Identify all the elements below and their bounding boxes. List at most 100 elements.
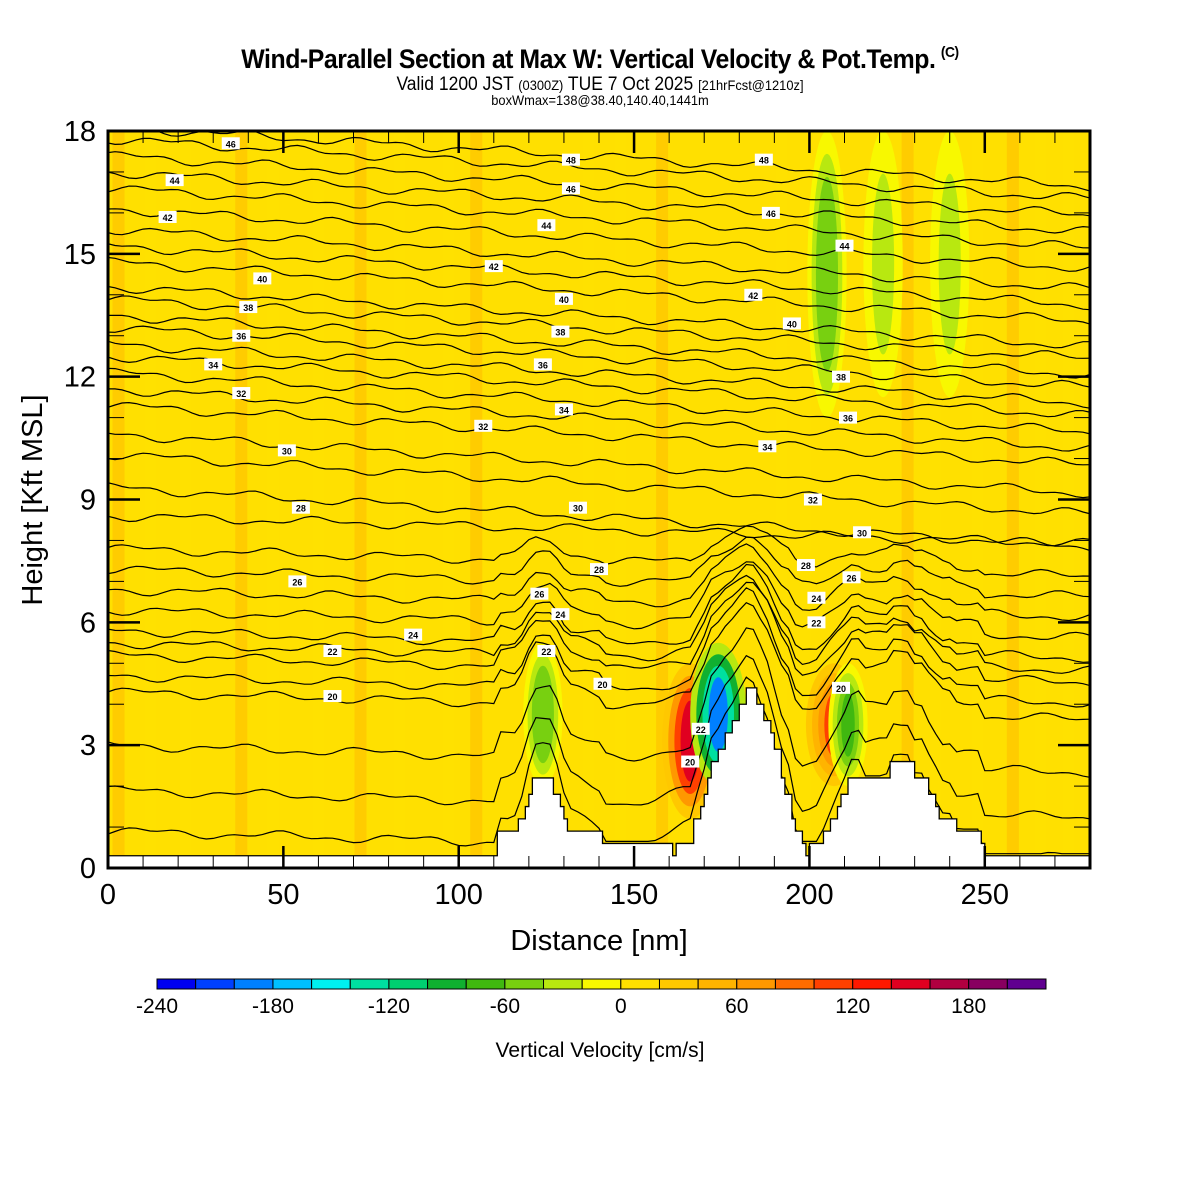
colorbar-tick-label: 0 xyxy=(615,995,627,1018)
contour-label-bg xyxy=(803,493,822,506)
theta-contour-line xyxy=(108,151,1090,217)
contour-label-text: 46 xyxy=(566,184,576,194)
contour-label-text: 38 xyxy=(836,373,846,383)
contour-label: 24 xyxy=(404,628,423,641)
contour-label: 20 xyxy=(323,690,342,703)
contour-label: 22 xyxy=(691,722,710,735)
y-tick-label: 15 xyxy=(64,239,96,271)
contour-label-bg xyxy=(807,616,826,629)
contour-label: 44 xyxy=(165,174,184,187)
weak-updraft-streak xyxy=(971,131,984,868)
contour-label-text: 44 xyxy=(839,242,849,252)
contour-label-bg xyxy=(754,153,773,166)
colorbar-tick-label: -240 xyxy=(136,995,178,1018)
y-tick-label: 9 xyxy=(80,485,96,517)
contour-label-bg xyxy=(537,219,556,232)
y-tick-label: 3 xyxy=(80,730,96,762)
contour-label-bg xyxy=(835,239,854,252)
velocity-feature xyxy=(942,194,957,334)
contour-label-text: 34 xyxy=(762,442,772,452)
x-tick-label: 0 xyxy=(100,879,116,911)
contour-label-bg xyxy=(554,292,573,305)
theta-contour-line xyxy=(108,325,1090,388)
contour-label: 20 xyxy=(593,677,612,690)
contour-label-text: 32 xyxy=(236,389,246,399)
colorbar-swatch xyxy=(465,978,506,990)
theta-contour-line xyxy=(108,171,1090,234)
theta-contour-line xyxy=(108,256,1090,325)
velocity-feature xyxy=(841,692,855,757)
contour-label-bg xyxy=(253,272,272,285)
theta-contour-line xyxy=(108,295,1090,359)
contour-label: 40 xyxy=(782,317,801,330)
contour-label: 24 xyxy=(807,591,826,604)
contour-label: 44 xyxy=(537,219,556,232)
contour-label-text: 20 xyxy=(685,758,695,768)
colorbar-swatch xyxy=(697,978,738,990)
theta-contour-line xyxy=(108,388,1090,452)
contour-label-bg xyxy=(761,206,780,219)
colorbar-swatch xyxy=(968,978,1008,990)
colorbar-swatch xyxy=(813,978,854,990)
contour-label: 28 xyxy=(796,559,815,572)
colorbar-swatch xyxy=(427,978,467,990)
contour-label-bg xyxy=(691,722,710,735)
valid-time: Valid 1200 JST xyxy=(396,74,514,95)
x-tick-label: 50 xyxy=(267,879,299,911)
theta-contour-line xyxy=(108,137,1090,200)
valid-utc: (0300Z) xyxy=(518,77,564,93)
contour-label: 42 xyxy=(744,288,763,301)
contour-label-text: 42 xyxy=(163,213,173,223)
contour-label-text: 22 xyxy=(696,725,706,735)
weak-updraft-streak xyxy=(614,131,627,868)
contour-label: 42 xyxy=(484,260,503,273)
theta-contour-line xyxy=(108,536,1090,599)
weak-updraft-streak xyxy=(901,131,914,868)
contour-label-bg xyxy=(404,628,423,641)
colorbar-swatch xyxy=(543,978,583,990)
contour-label: 46 xyxy=(761,206,780,219)
colorbar-swatch xyxy=(195,978,235,990)
contour-label-text: 28 xyxy=(801,561,811,571)
contour-label-bg xyxy=(593,677,612,690)
contour-label-bg xyxy=(484,260,503,273)
weak-updraft-streak xyxy=(235,131,248,868)
contour-label-text: 24 xyxy=(408,631,418,641)
contour-label-bg xyxy=(232,329,251,342)
contour-label-text: 26 xyxy=(847,573,857,583)
colorbar-swatch xyxy=(504,978,545,990)
colorbar-swatch xyxy=(658,978,699,990)
contour-label: 28 xyxy=(291,501,310,514)
theta-contour-line xyxy=(108,285,1090,349)
x-tick-label: 250 xyxy=(961,879,1009,911)
weak-updraft-streak xyxy=(1034,131,1047,868)
contour-label-bg xyxy=(831,370,850,383)
theta-contour-line xyxy=(108,627,1090,778)
colorbar-swatch xyxy=(736,978,776,990)
contour-label-text: 36 xyxy=(236,332,246,342)
contour-label-bg xyxy=(561,153,580,166)
contour-label-text: 40 xyxy=(559,295,569,305)
contour-label: 22 xyxy=(807,616,826,629)
contour-label: 30 xyxy=(568,501,587,514)
forecast-info: [21hrFcst@1210z] xyxy=(698,77,804,93)
contour-label-text: 30 xyxy=(857,528,867,538)
contour-label-text: 46 xyxy=(226,139,236,149)
copyright-mark: (C) xyxy=(940,44,959,61)
weak-updraft-streak xyxy=(582,131,595,868)
contour-label-bg xyxy=(291,501,310,514)
contour-label-text: 22 xyxy=(811,618,821,628)
colorbar-swatch xyxy=(581,978,622,990)
contour-label-bg xyxy=(158,210,177,223)
theta-contour-line xyxy=(108,367,1090,435)
y-tick-label: 6 xyxy=(80,607,96,639)
contour-label: 34 xyxy=(204,358,223,371)
weak-updraft-streak xyxy=(775,131,788,868)
contour-label-bg xyxy=(474,419,493,432)
theta-contour-line xyxy=(108,513,1090,547)
contour-label-bg xyxy=(831,681,850,694)
contour-label: 46 xyxy=(561,182,580,195)
theta-contour-line xyxy=(108,452,1090,515)
contour-label: 46 xyxy=(221,137,240,150)
contour-label: 44 xyxy=(835,239,854,252)
